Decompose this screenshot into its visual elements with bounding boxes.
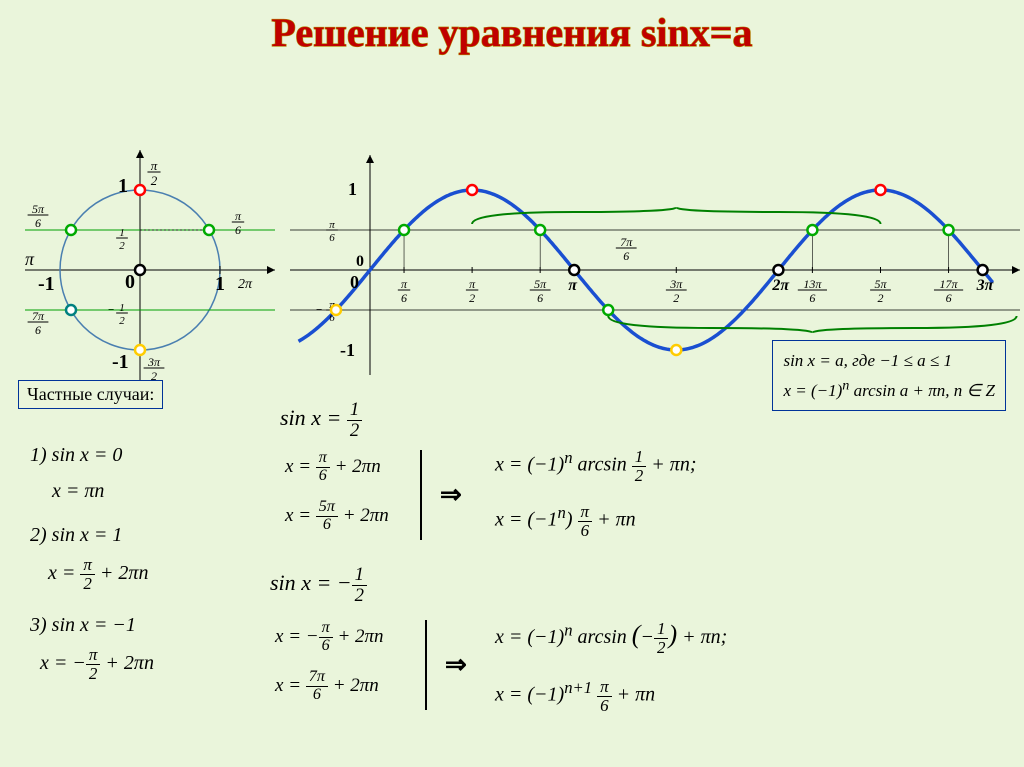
svg-text:13π: 13π bbox=[803, 277, 822, 291]
right-r1a: x = (−1)n arcsin 12 + πn; bbox=[495, 445, 696, 484]
svg-text:6: 6 bbox=[946, 291, 952, 305]
arrow-1: ⇒ bbox=[440, 480, 462, 510]
svg-text:2: 2 bbox=[878, 291, 884, 305]
svg-text:2: 2 bbox=[119, 240, 125, 252]
svg-text:π: π bbox=[329, 219, 335, 231]
svg-text:0: 0 bbox=[350, 272, 359, 292]
svg-text:1: 1 bbox=[118, 175, 128, 197]
svg-text:7π: 7π bbox=[620, 235, 633, 249]
svg-text:π: π bbox=[568, 277, 578, 294]
case-2: 2) sin x = 1 x = π2 + 2πn bbox=[30, 520, 148, 593]
svg-text:2π: 2π bbox=[771, 277, 790, 294]
arrow-2: ⇒ bbox=[445, 650, 467, 680]
svg-text:2: 2 bbox=[673, 291, 679, 305]
svg-text:6: 6 bbox=[401, 291, 407, 305]
svg-text:7π: 7π bbox=[32, 309, 45, 323]
svg-text:Решение уравнения sinx=a: Решение уравнения sinx=a bbox=[271, 10, 752, 55]
svg-text:5π: 5π bbox=[534, 277, 547, 291]
svg-text:2: 2 bbox=[151, 173, 158, 188]
center-eq2-sol: x = −π6 + 2πn x = 7π6 + 2πn bbox=[275, 620, 384, 704]
page-title: Решение уравнения sinx=a bbox=[0, 0, 1024, 68]
svg-text:2π: 2π bbox=[238, 277, 253, 292]
svg-text:17π: 17π bbox=[940, 277, 959, 291]
svg-text:6: 6 bbox=[35, 323, 41, 337]
special-cases-text: Частные случаи: bbox=[27, 384, 154, 404]
svg-text:1: 1 bbox=[348, 179, 357, 199]
fb-line1: sin x = a, где −1 ≤ a ≤ 1 bbox=[783, 351, 952, 370]
svg-text:-1: -1 bbox=[38, 273, 55, 295]
svg-text:0: 0 bbox=[125, 271, 135, 293]
fb-line2: x = (−1)n arcsin a + πn, n ∈ Z bbox=[783, 381, 995, 400]
svg-text:3π: 3π bbox=[147, 355, 161, 369]
special-cases-label: Частные случаи: bbox=[18, 380, 163, 409]
svg-text:π: π bbox=[151, 158, 158, 173]
svg-text:-1: -1 bbox=[340, 340, 355, 360]
vbar-2 bbox=[425, 620, 427, 710]
center-eq1-sol: x = π6 + 2πn x = 5π6 + 2πn bbox=[285, 450, 389, 534]
svg-text:π: π bbox=[401, 277, 408, 291]
svg-text:2: 2 bbox=[469, 291, 475, 305]
center-eq2: sin x = −12 bbox=[270, 565, 367, 605]
svg-text:0: 0 bbox=[356, 253, 364, 270]
svg-text:π: π bbox=[469, 277, 476, 291]
svg-text:6: 6 bbox=[329, 232, 335, 244]
right-r1b: x = (−1n) π6 + πn bbox=[495, 500, 636, 539]
svg-text:−: − bbox=[316, 304, 322, 316]
svg-text:6: 6 bbox=[537, 291, 543, 305]
svg-text:6: 6 bbox=[235, 223, 241, 237]
svg-text:6: 6 bbox=[623, 249, 629, 263]
case-1: 1) sin x = 0 x = πn bbox=[30, 440, 122, 506]
case-3: 3) sin x = −1 x = −π2 + 2πn bbox=[30, 610, 154, 683]
svg-text:5π: 5π bbox=[32, 202, 45, 216]
svg-text:1: 1 bbox=[119, 302, 125, 314]
svg-text:2: 2 bbox=[119, 315, 125, 327]
svg-text:3π: 3π bbox=[976, 277, 995, 294]
svg-text:-1: -1 bbox=[112, 351, 129, 373]
svg-text:−: − bbox=[108, 304, 114, 316]
right-r2a: x = (−1)n arcsin (−12) + πn; bbox=[495, 615, 727, 657]
svg-text:1: 1 bbox=[119, 227, 125, 239]
general-solution-box: sin x = a, где −1 ≤ a ≤ 1 x = (−1)n arcs… bbox=[772, 340, 1006, 411]
svg-text:3π: 3π bbox=[669, 277, 683, 291]
center-eq1: sin x = 12 bbox=[280, 400, 362, 440]
svg-text:5π: 5π bbox=[875, 277, 888, 291]
svg-text:6: 6 bbox=[35, 216, 41, 230]
svg-text:π: π bbox=[25, 249, 35, 269]
svg-text:6: 6 bbox=[809, 291, 815, 305]
svg-text:π: π bbox=[235, 209, 242, 223]
vbar-1 bbox=[420, 450, 422, 540]
right-r2b: x = (−1)n+1 π6 + πn bbox=[495, 675, 655, 714]
svg-text:1: 1 bbox=[215, 273, 225, 295]
